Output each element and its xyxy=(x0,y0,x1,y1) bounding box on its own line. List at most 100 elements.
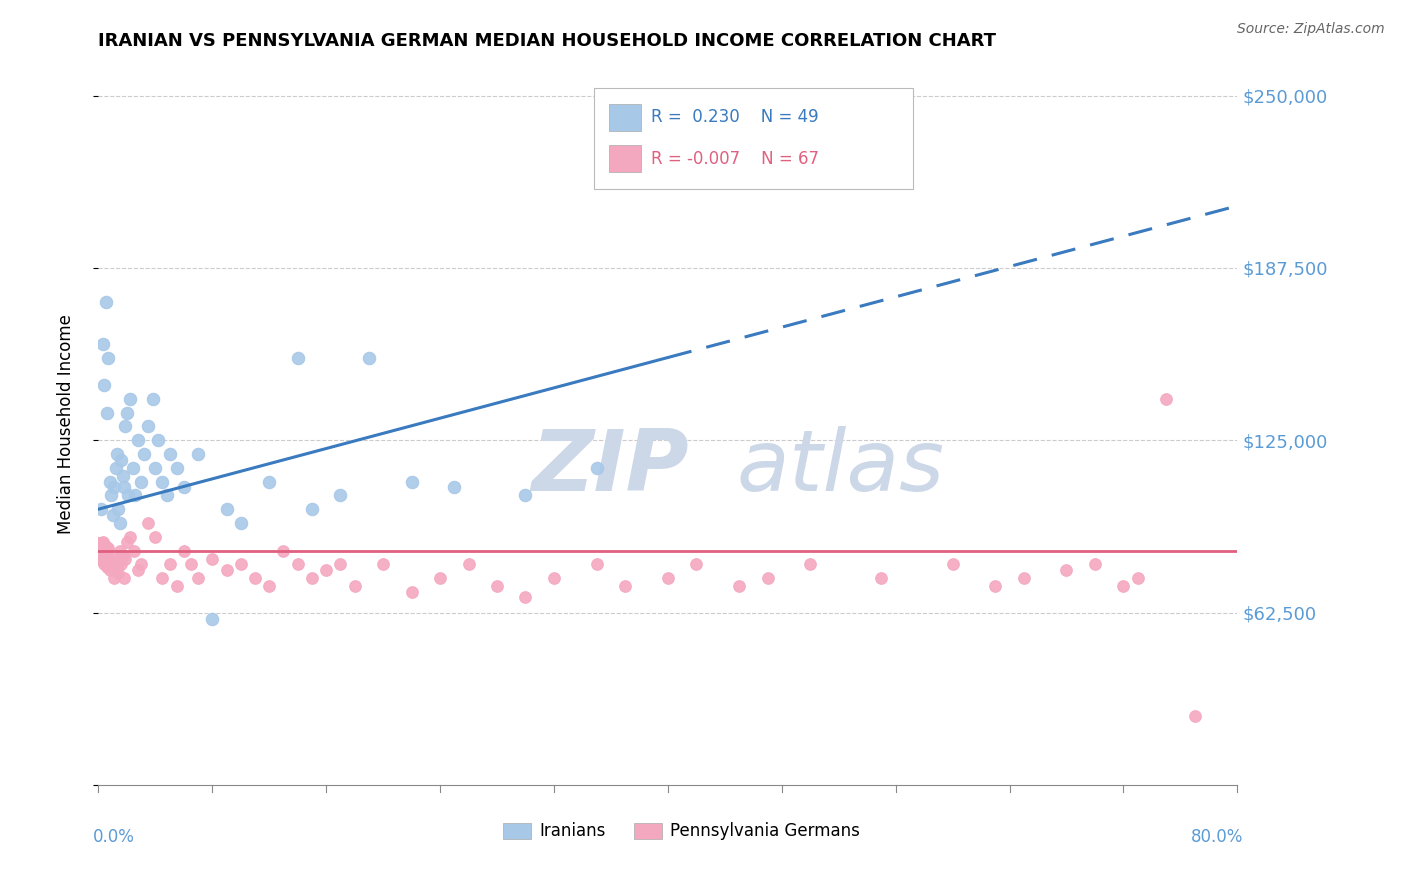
Point xyxy=(401,585,423,599)
Point xyxy=(118,392,141,406)
Point xyxy=(105,447,128,461)
Point xyxy=(93,378,115,392)
Point xyxy=(141,392,163,406)
Point xyxy=(145,530,167,544)
Point xyxy=(98,563,121,577)
Point xyxy=(585,558,607,572)
Text: Iranians: Iranians xyxy=(538,822,606,840)
Point xyxy=(443,480,465,494)
Point xyxy=(89,543,111,558)
Point xyxy=(166,579,188,593)
Point xyxy=(124,488,146,502)
Point xyxy=(515,488,537,502)
Point xyxy=(1112,579,1135,593)
Point xyxy=(91,336,114,351)
Point xyxy=(657,571,679,585)
Point xyxy=(114,551,136,566)
Text: ZIP: ZIP xyxy=(531,425,689,508)
Point xyxy=(108,543,131,558)
Point xyxy=(229,558,252,572)
Point xyxy=(173,480,195,494)
Point xyxy=(97,541,120,555)
Point xyxy=(1154,392,1177,406)
Point xyxy=(243,571,266,585)
Point xyxy=(115,406,138,420)
Point xyxy=(101,508,124,522)
Point xyxy=(159,558,181,572)
Point xyxy=(315,563,337,577)
Point xyxy=(614,579,637,593)
Point xyxy=(329,558,352,572)
Point xyxy=(104,460,127,475)
Point xyxy=(111,549,134,563)
Point xyxy=(129,475,152,489)
Point xyxy=(89,543,111,558)
Text: 0.0%: 0.0% xyxy=(93,829,135,847)
Point xyxy=(543,571,565,585)
Point xyxy=(984,579,1007,593)
Point xyxy=(287,351,309,365)
Text: R =  0.230    N = 49: R = 0.230 N = 49 xyxy=(651,108,818,127)
FancyBboxPatch shape xyxy=(593,87,912,189)
Point xyxy=(96,406,118,420)
Point xyxy=(94,295,117,310)
Bar xyxy=(634,823,662,839)
Point xyxy=(129,558,152,572)
Point xyxy=(114,419,136,434)
Point xyxy=(93,558,115,572)
Point xyxy=(301,502,323,516)
Text: IRANIAN VS PENNSYLVANIA GERMAN MEDIAN HOUSEHOLD INCOME CORRELATION CHART: IRANIAN VS PENNSYLVANIA GERMAN MEDIAN HO… xyxy=(98,32,997,50)
Point xyxy=(103,480,125,494)
Text: atlas: atlas xyxy=(737,425,945,508)
Point xyxy=(96,560,118,574)
Point xyxy=(401,475,423,489)
Point xyxy=(685,558,707,572)
Point xyxy=(187,447,209,461)
Point xyxy=(1012,571,1035,585)
Point xyxy=(201,613,224,627)
Point xyxy=(136,419,159,434)
Point xyxy=(136,516,159,530)
Point xyxy=(1184,709,1206,723)
Bar xyxy=(609,103,641,131)
Point xyxy=(94,549,117,563)
Point xyxy=(1084,558,1107,572)
Text: Source: ZipAtlas.com: Source: ZipAtlas.com xyxy=(1237,22,1385,37)
Point xyxy=(115,535,138,549)
Point xyxy=(132,447,155,461)
Point xyxy=(112,571,135,585)
Bar xyxy=(503,823,531,839)
Point xyxy=(287,558,309,572)
Point xyxy=(173,543,195,558)
Point xyxy=(870,571,893,585)
Point xyxy=(156,488,179,502)
Point xyxy=(103,571,125,585)
Point xyxy=(107,502,129,516)
Point xyxy=(215,563,238,577)
Point xyxy=(457,558,479,572)
Point xyxy=(152,475,174,489)
Point xyxy=(110,558,132,572)
Point xyxy=(273,543,295,558)
Point xyxy=(166,460,188,475)
Point xyxy=(180,558,202,572)
Point xyxy=(942,558,965,572)
Point xyxy=(756,571,779,585)
Point xyxy=(98,475,121,489)
Point xyxy=(187,571,209,585)
Bar xyxy=(609,145,641,172)
Y-axis label: Median Household Income: Median Household Income xyxy=(56,314,75,533)
Point xyxy=(799,558,821,572)
Point xyxy=(585,460,607,475)
Point xyxy=(127,434,149,448)
Point xyxy=(229,516,252,530)
Point xyxy=(121,460,143,475)
Point xyxy=(329,488,352,502)
Point xyxy=(515,591,537,605)
Point xyxy=(110,452,132,467)
Point xyxy=(301,571,323,585)
Text: R = -0.007    N = 67: R = -0.007 N = 67 xyxy=(651,150,818,168)
Text: 80.0%: 80.0% xyxy=(1191,829,1243,847)
Point xyxy=(152,571,174,585)
Point xyxy=(90,502,112,516)
